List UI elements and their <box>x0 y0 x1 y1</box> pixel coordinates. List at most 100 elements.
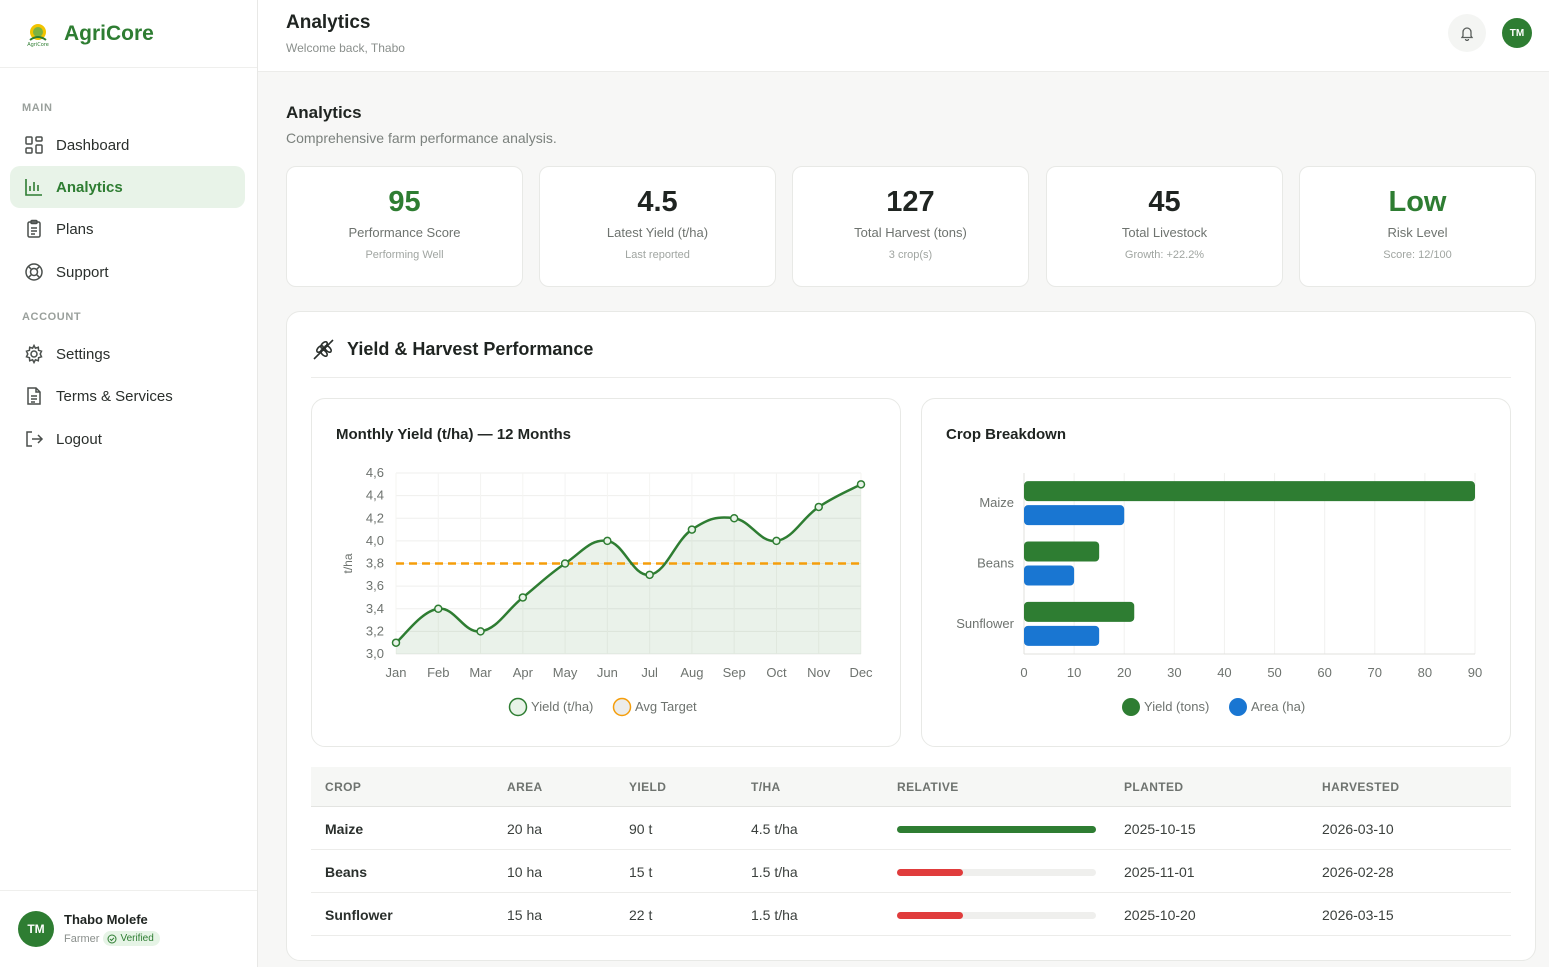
yield-harvest-panel: Yield & Harvest Performance Monthly Yiel… <box>286 311 1536 961</box>
x-tick-label: Feb <box>427 665 449 680</box>
verified-label: Verified <box>120 933 154 944</box>
relative-bar <box>897 869 1096 876</box>
crop-table: CROP AREA YIELD T/HA RELATIVE PLANTED HA… <box>311 767 1511 936</box>
y-tick-label: 4,4 <box>366 488 384 503</box>
x-tick-label: Jul <box>641 665 658 680</box>
divider <box>311 377 1511 378</box>
column-header[interactable]: T/HA <box>751 780 781 794</box>
stat-card-performance: 95 Performance Score Performing Well <box>286 166 523 287</box>
page-title: Analytics <box>286 103 362 122</box>
y-axis-label: t/ha <box>341 553 355 573</box>
topbar-title: Analytics <box>286 12 371 33</box>
stat-label: Latest Yield (t/ha) <box>606 225 709 240</box>
legend-swatch <box>508 697 528 717</box>
bar <box>1024 505 1125 526</box>
gear-icon <box>25 344 43 364</box>
column-header[interactable]: CROP <box>325 780 362 794</box>
sidebar-item-settings[interactable]: Settings <box>10 333 245 375</box>
data-point <box>856 480 866 489</box>
bar <box>1024 481 1475 502</box>
data-point <box>603 536 612 546</box>
x-tick-label: Mar <box>469 665 492 680</box>
cell-harvested: 2026-02-28 <box>1322 864 1394 880</box>
x-tick-label: 0 <box>1020 665 1027 680</box>
stat-value: 45 <box>1148 186 1181 218</box>
column-header[interactable]: YIELD <box>629 780 667 794</box>
monthly-yield-chart: 3,0 3,2 3,4 3,6 3,8 4,0 4,2 4,4 4,6 Jan Feb Mar Apr M… <box>341 465 873 717</box>
y-tick-label: 3,2 <box>366 623 384 638</box>
legend-swatch <box>612 697 632 717</box>
crop-breakdown-card: Crop Breakdown 0 10 20 30 40 50 60 70 80 90 Maize B… <box>921 398 1511 747</box>
logout-icon <box>26 431 44 447</box>
stat-note: Last reported <box>625 249 690 261</box>
sidebar-item-dashboard[interactable]: Dashboard <box>10 124 245 166</box>
x-tick-label: Jan <box>386 665 407 680</box>
relative-bar-fill <box>897 912 963 919</box>
x-tick-label: 80 <box>1418 665 1432 680</box>
sidebar-item-support[interactable]: Support <box>10 251 245 293</box>
data-point <box>645 570 654 580</box>
brand-name: AgriCore <box>64 21 154 45</box>
stat-value: Low <box>1388 186 1447 218</box>
data-point <box>814 502 823 512</box>
verified-badge: Verified <box>103 931 160 946</box>
cell-planted: 2025-10-15 <box>1124 821 1196 837</box>
column-header[interactable]: HARVESTED <box>1322 780 1400 794</box>
column-header[interactable]: RELATIVE <box>897 780 959 794</box>
x-tick-label: 60 <box>1317 665 1331 680</box>
y-tick-label: 4,2 <box>366 510 384 525</box>
stat-card-risk: Low Risk Level Score: 12/100 <box>1299 166 1536 287</box>
document-icon <box>27 387 41 405</box>
notifications-button[interactable] <box>1448 14 1486 52</box>
stat-label: Performance Score <box>348 225 461 240</box>
table-row[interactable]: Sunflower 15 ha 22 t 1.5 t/ha 2025-10-20 2026… <box>311 893 1511 936</box>
x-tick-label: Dec <box>849 665 873 680</box>
user-profile[interactable]: TM Thabo Molefe Farmer Verified <box>0 890 257 967</box>
cell-planted: 2025-10-20 <box>1124 907 1196 923</box>
sidebar-item-logout[interactable]: Logout <box>10 418 245 460</box>
table-row[interactable]: Beans 10 ha 15 t 1.5 t/ha 2025-11-01 2026-02-… <box>311 850 1511 893</box>
cell-area: 10 ha <box>507 864 543 880</box>
relative-bar-fill <box>897 826 1096 833</box>
data-point <box>772 536 781 546</box>
legend-label: Area (ha) <box>1251 699 1305 714</box>
column-header[interactable]: PLANTED <box>1124 780 1184 794</box>
cell-harvested: 2026-03-15 <box>1322 907 1394 923</box>
cell-crop: Beans <box>325 864 368 880</box>
sidebar-item-terms[interactable]: Terms & Services <box>10 375 245 417</box>
sidebar-item-label: Dashboard <box>56 136 130 154</box>
stat-label: Risk Level <box>1387 225 1448 240</box>
sidebar-item-plans[interactable]: Plans <box>10 208 245 250</box>
table-row[interactable]: Maize 20 ha 90 t 4.5 t/ha 2025-10-15 2026-03-… <box>311 807 1511 850</box>
relative-bar <box>897 912 1096 919</box>
y-tick-label: Maize <box>979 495 1014 510</box>
check-circle-icon <box>107 934 117 943</box>
x-tick-label: Apr <box>513 665 534 680</box>
brand[interactable]: AgriCore AgriCore <box>0 0 257 68</box>
y-tick-label: 3,8 <box>366 556 384 571</box>
sidebar-item-analytics[interactable]: Analytics <box>10 166 245 208</box>
bar-chart-icon <box>25 179 42 196</box>
stat-note: Performing Well <box>365 249 444 261</box>
sidebar: AgriCore AgriCore MAIN Dashboard Analyti… <box>0 0 258 967</box>
topbar: Analytics Welcome back, Thabo TM <box>258 0 1549 72</box>
stat-note: 3 crop(s) <box>888 249 933 261</box>
cell-area: 20 ha <box>507 821 543 837</box>
x-tick-label: 40 <box>1217 665 1231 680</box>
stat-value: 95 <box>388 186 421 218</box>
chart-title: Crop Breakdown <box>946 426 1067 443</box>
topbar-subtitle: Welcome back, Thabo <box>286 41 405 55</box>
cell-crop: Maize <box>325 821 364 837</box>
column-header[interactable]: AREA <box>507 780 543 794</box>
data-point <box>391 638 401 647</box>
legend-swatch <box>1229 698 1247 716</box>
monthly-yield-card: Monthly Yield (t/ha) — 12 Months 3,0 3,2 3… <box>311 398 901 747</box>
chart-title: Monthly Yield (t/ha) — 12 Months <box>336 426 572 443</box>
x-tick-label: 90 <box>1468 665 1482 680</box>
sidebar-item-label: Analytics <box>56 178 123 196</box>
x-tick-label: Sep <box>723 665 746 680</box>
x-tick-label: Nov <box>807 665 831 680</box>
user-avatar-button[interactable]: TM <box>1502 18 1532 48</box>
stat-value: 4.5 <box>637 186 678 218</box>
lifebuoy-icon <box>25 263 43 281</box>
